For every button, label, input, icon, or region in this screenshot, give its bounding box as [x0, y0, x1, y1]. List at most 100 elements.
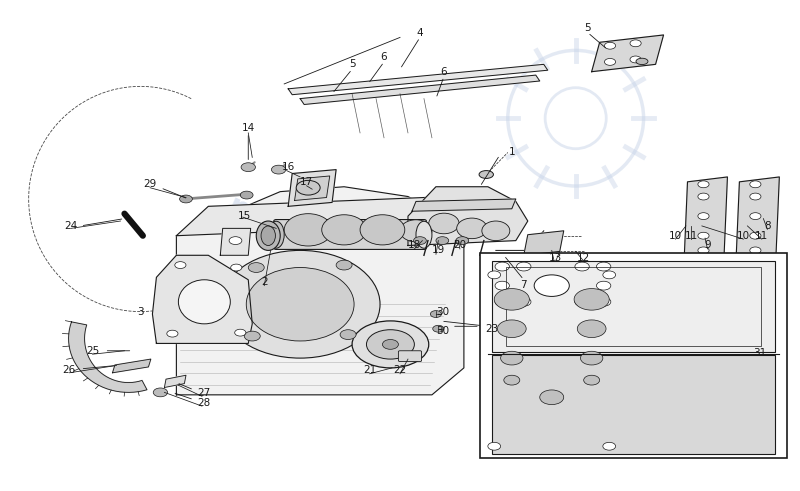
Text: 15: 15 [238, 211, 251, 221]
Polygon shape [288, 169, 336, 206]
Text: 3: 3 [137, 306, 144, 317]
Circle shape [494, 289, 530, 310]
Ellipse shape [360, 215, 405, 245]
Circle shape [352, 321, 429, 368]
Circle shape [584, 375, 600, 385]
Bar [506, 267, 761, 346]
Text: 21: 21 [363, 365, 376, 375]
Circle shape [750, 262, 761, 269]
Circle shape [578, 320, 606, 337]
Text: 10: 10 [737, 231, 750, 241]
Polygon shape [288, 64, 548, 95]
Circle shape [504, 375, 520, 385]
Circle shape [230, 264, 242, 271]
Text: 29: 29 [143, 179, 157, 190]
Text: 1: 1 [509, 147, 515, 158]
Circle shape [750, 232, 761, 239]
Circle shape [517, 262, 531, 271]
Text: 28: 28 [198, 398, 211, 408]
Bar [480, 253, 787, 459]
Circle shape [517, 298, 531, 306]
Ellipse shape [400, 220, 432, 242]
Circle shape [698, 181, 709, 188]
Polygon shape [69, 322, 147, 392]
Circle shape [534, 275, 570, 297]
Ellipse shape [246, 268, 354, 341]
FancyBboxPatch shape [274, 219, 426, 249]
Circle shape [603, 442, 616, 450]
Polygon shape [408, 187, 528, 246]
Circle shape [488, 271, 501, 279]
Text: 7: 7 [521, 280, 527, 290]
Circle shape [575, 298, 590, 306]
Circle shape [597, 262, 611, 271]
Ellipse shape [429, 213, 459, 234]
Text: 16: 16 [282, 162, 295, 172]
Text: 10: 10 [669, 231, 682, 241]
Circle shape [750, 247, 761, 254]
Circle shape [750, 213, 761, 219]
Text: 26: 26 [62, 365, 75, 375]
Text: 9: 9 [704, 241, 710, 250]
Ellipse shape [322, 215, 366, 245]
Text: 13: 13 [549, 253, 562, 263]
Circle shape [495, 298, 510, 306]
Text: 2: 2 [261, 277, 267, 287]
Text: 22: 22 [394, 365, 406, 375]
Circle shape [436, 237, 449, 245]
Circle shape [456, 237, 469, 245]
Circle shape [229, 237, 242, 245]
Polygon shape [412, 199, 516, 211]
Text: 14: 14 [242, 123, 255, 133]
Circle shape [597, 298, 611, 306]
Ellipse shape [220, 250, 380, 358]
Polygon shape [220, 228, 250, 255]
Circle shape [495, 281, 510, 290]
Text: 11: 11 [755, 231, 768, 241]
Circle shape [603, 271, 616, 279]
Ellipse shape [284, 214, 332, 246]
Circle shape [605, 58, 616, 65]
Text: 18: 18 [408, 241, 421, 250]
Polygon shape [176, 187, 464, 395]
Bar [492, 355, 775, 454]
Circle shape [414, 237, 426, 245]
Polygon shape [165, 375, 186, 387]
Text: 31: 31 [753, 348, 766, 358]
Polygon shape [524, 231, 564, 255]
Text: 25: 25 [86, 346, 99, 356]
Circle shape [750, 181, 761, 188]
Circle shape [698, 247, 709, 254]
Circle shape [174, 262, 186, 269]
Text: 27: 27 [198, 388, 211, 398]
Circle shape [433, 326, 444, 332]
Polygon shape [113, 359, 151, 373]
Polygon shape [294, 176, 330, 200]
Circle shape [154, 388, 168, 397]
Circle shape [698, 193, 709, 200]
Circle shape [575, 262, 590, 271]
Circle shape [597, 281, 611, 290]
Polygon shape [683, 177, 727, 275]
Bar [492, 261, 775, 352]
Circle shape [248, 263, 264, 273]
Circle shape [167, 330, 178, 337]
Circle shape [750, 193, 761, 200]
Circle shape [540, 390, 564, 405]
Text: 5: 5 [349, 59, 355, 69]
Circle shape [340, 330, 356, 339]
Circle shape [240, 191, 253, 199]
Circle shape [488, 442, 501, 450]
Circle shape [271, 165, 286, 174]
Ellipse shape [479, 170, 494, 178]
Text: 12: 12 [577, 253, 590, 263]
Text: 17: 17 [300, 177, 313, 187]
Circle shape [630, 56, 641, 63]
Circle shape [179, 195, 192, 203]
Circle shape [630, 40, 641, 47]
Circle shape [244, 331, 260, 341]
Polygon shape [735, 177, 779, 275]
Text: 6: 6 [381, 52, 387, 62]
Text: 19: 19 [432, 246, 445, 255]
Circle shape [241, 163, 255, 171]
